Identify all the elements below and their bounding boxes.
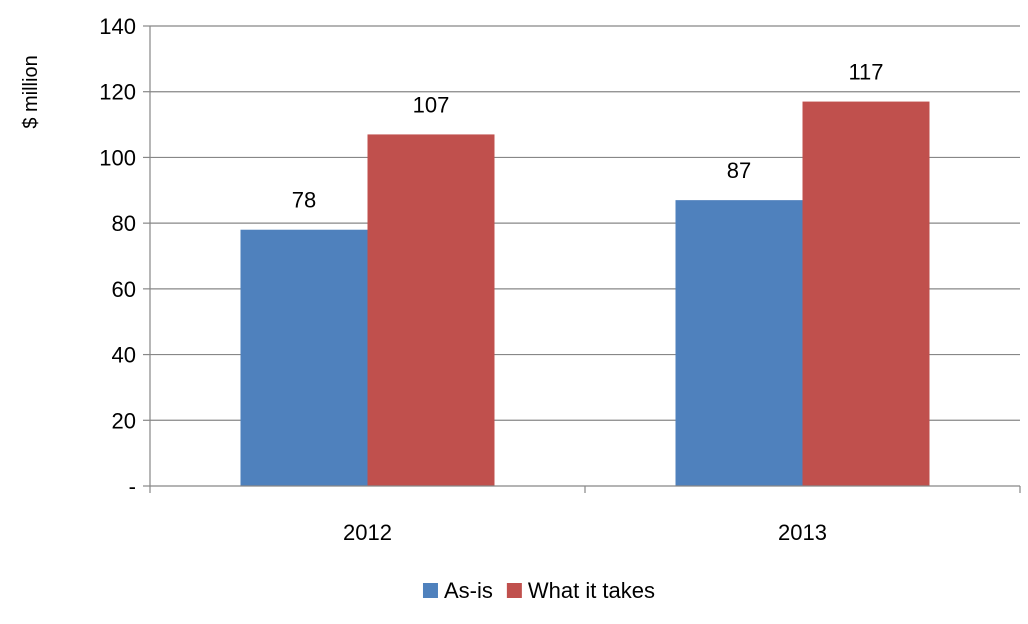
legend: As-is What it takes bbox=[422, 578, 655, 603]
y-tick-label: 20 bbox=[112, 408, 136, 433]
y-tick-label: 60 bbox=[112, 277, 136, 302]
y-tick-label: - bbox=[129, 474, 136, 499]
data-label: 87 bbox=[727, 158, 751, 183]
y-axis-title: $ million bbox=[20, 55, 42, 128]
y-tick-label: 120 bbox=[99, 80, 136, 105]
y-tick-label: 140 bbox=[99, 14, 136, 39]
legend-swatch bbox=[506, 583, 522, 598]
data-label: 117 bbox=[848, 60, 883, 85]
x-category-label: 2013 bbox=[778, 520, 827, 545]
bar-as-is-2012 bbox=[240, 229, 368, 486]
bar-as-is-2013 bbox=[675, 200, 803, 486]
legend-item: As-is bbox=[422, 578, 493, 603]
y-tick-label: 40 bbox=[112, 343, 136, 368]
bar-what-it-takes-2013 bbox=[802, 101, 930, 487]
legend-item: What it takes bbox=[506, 578, 655, 603]
bar-what-it-takes-2012 bbox=[367, 134, 495, 486]
y-tick-label: 100 bbox=[99, 145, 136, 170]
bars bbox=[240, 101, 930, 487]
legend-label: As-is bbox=[444, 578, 493, 603]
axes bbox=[143, 25, 1021, 493]
legend-label: What it takes bbox=[528, 578, 655, 603]
labels: - 20 40 60 80 100 120 140 78 107 2012 87 117 2013 bbox=[99, 14, 883, 545]
data-label: 78 bbox=[292, 188, 316, 213]
legend-swatch bbox=[422, 583, 438, 598]
data-label: 107 bbox=[413, 92, 450, 117]
x-category-label: 2012 bbox=[343, 520, 392, 545]
y-tick-label: 80 bbox=[112, 211, 136, 236]
